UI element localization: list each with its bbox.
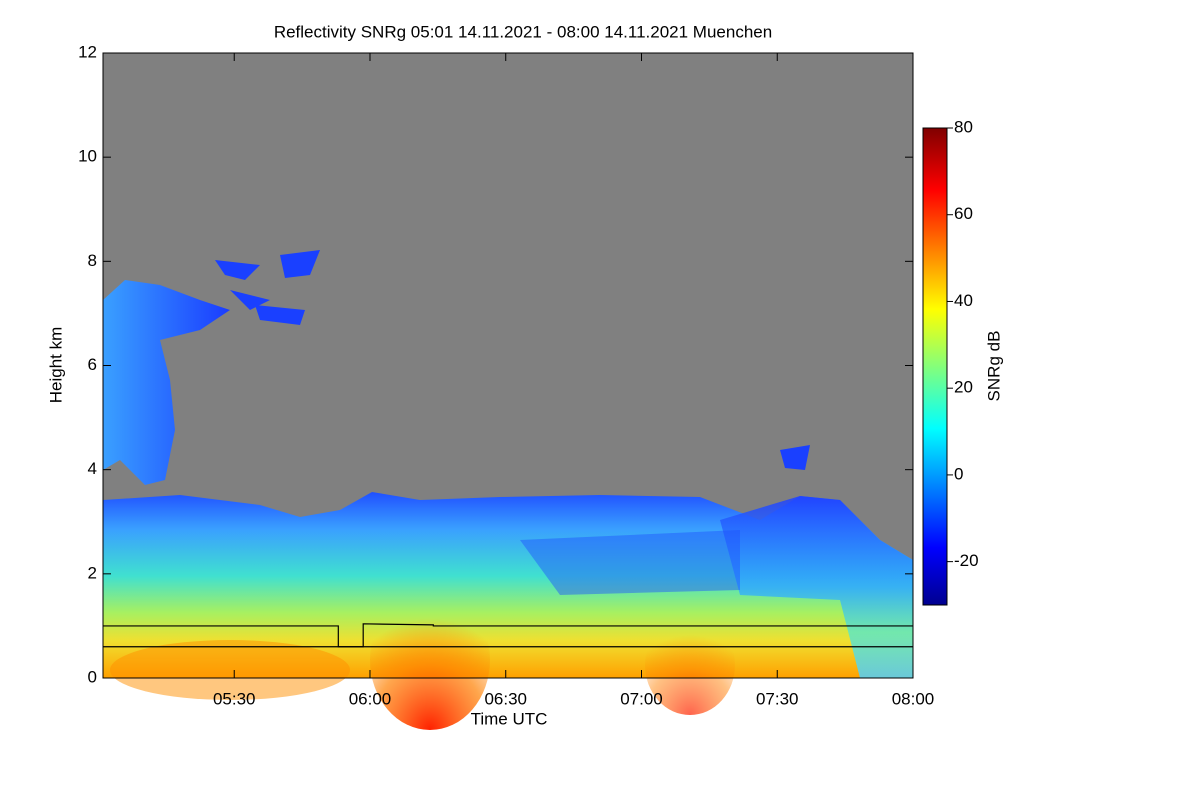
x-tick-label: 05:30 xyxy=(213,689,256,708)
x-tick-label: 06:00 xyxy=(349,689,392,708)
colorbar xyxy=(922,127,948,606)
y-tick-label: 0 xyxy=(88,667,97,686)
colorbar-tick-label: 0 xyxy=(954,464,963,483)
y-axis-label: Height km xyxy=(46,327,65,404)
range-line xyxy=(103,623,913,648)
colorbar-tick-label: 40 xyxy=(954,291,973,310)
x-axis-label: Time UTC xyxy=(471,709,548,728)
colorbar-tick-label: 60 xyxy=(954,204,973,223)
y-tick-label: 6 xyxy=(88,355,97,374)
x-tick-label: 08:00 xyxy=(892,689,935,708)
chart-title: Reflectivity SNRg 05:01 14.11.2021 - 08:… xyxy=(274,22,772,41)
heatmap-field xyxy=(103,53,913,730)
x-tick-label: 07:00 xyxy=(620,689,663,708)
x-tick-label: 06:30 xyxy=(484,689,527,708)
colorbar-label: SNRg dB xyxy=(984,331,1003,402)
colorbar-tick-label: 80 xyxy=(954,117,973,136)
colorbar-tick-label: -20 xyxy=(954,551,979,570)
y-tick-label: 2 xyxy=(88,563,97,582)
y-tick-label: 12 xyxy=(78,42,97,61)
colorbar-tick-label: 20 xyxy=(954,378,973,397)
y-tick-label: 4 xyxy=(88,459,97,478)
y-tick-label: 10 xyxy=(78,147,97,166)
x-tick-label: 07:30 xyxy=(756,689,799,708)
y-tick-label: 8 xyxy=(88,251,97,270)
